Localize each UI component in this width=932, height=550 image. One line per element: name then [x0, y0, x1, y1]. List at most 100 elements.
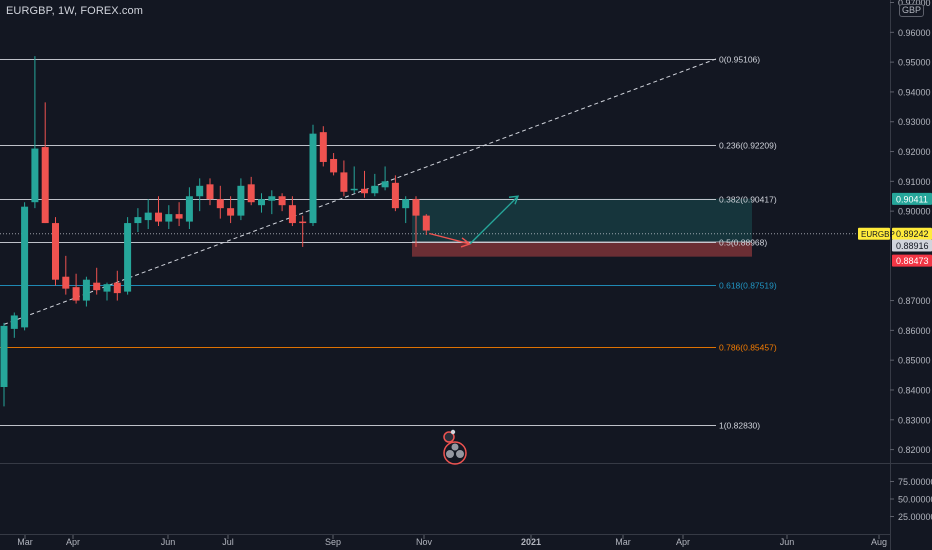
time-tick-label: Aug [871, 537, 887, 547]
fib-level-label: 1(0.82830) [719, 421, 760, 431]
time-tick-label: Jun [161, 537, 176, 547]
candle-body [10, 315, 18, 329]
candle-body [227, 208, 235, 216]
target-price-tag: 0.90411 [892, 192, 932, 205]
candle-body [216, 199, 224, 209]
candle-body [319, 132, 327, 162]
candle-body [361, 188, 368, 194]
price-tick-label: 0.94000 [898, 87, 931, 97]
last-price-tag-label: 0.89242 [896, 229, 929, 239]
event-dot-icon [451, 443, 459, 451]
candle-body [391, 182, 399, 209]
time-tick-label: Mar [17, 537, 33, 547]
time-tick-label: Jun [780, 537, 795, 547]
time-tick-label: Mar [615, 537, 631, 547]
fib-level-label: 0.236(0.92209) [719, 141, 777, 151]
candle-body [155, 212, 162, 222]
target-price-tag-box [892, 192, 932, 205]
candle-body [237, 185, 245, 216]
candle-body [268, 196, 276, 201]
symbol-badge-label: EURGBP [861, 230, 895, 239]
price-axis: 0.970000.960000.950000.940000.930000.920… [890, 0, 932, 522]
candle-body [258, 199, 265, 206]
projection-leg-up [469, 195, 519, 245]
candle-body [206, 184, 214, 200]
candle-body [196, 185, 204, 197]
stop-price-tag: 0.88473 [892, 254, 932, 267]
time-tick-label: Jul [222, 537, 234, 547]
event-dot-icon [456, 450, 464, 458]
time-tick-label: Nov [416, 537, 433, 547]
indicator-tick-label: 75.00000 [898, 477, 932, 487]
long-position-tool [412, 198, 752, 257]
candle-body [175, 214, 183, 219]
projection-path [429, 195, 520, 248]
price-tick-label: 0.95000 [898, 58, 931, 68]
candle-body [330, 158, 338, 173]
symbol-badge-box [858, 227, 890, 240]
entry-price-tag-label: 0.88916 [896, 241, 929, 251]
price-tick-label: 0.83000 [898, 415, 931, 425]
candle-body [278, 196, 286, 206]
symbol-title: EURGBP, 1W, FOREX.com [6, 5, 143, 17]
candle-body [21, 206, 29, 328]
candle-body [185, 196, 193, 222]
candle-body [309, 133, 317, 224]
currency-badge[interactable]: GBP [898, 4, 924, 17]
trend-line [3, 58, 717, 325]
event-group-icon [443, 441, 467, 465]
candles [0, 56, 430, 407]
candle-body [113, 282, 121, 294]
candle-body [299, 221, 307, 224]
last-price-tag: 0.89242 [892, 227, 932, 240]
stop-zone [412, 241, 752, 257]
entry-price-tag-box [892, 239, 932, 252]
target-zone [412, 198, 752, 242]
indicator-tick-label: 25.00000 [898, 512, 932, 522]
candle-body [371, 185, 379, 194]
candle-body [41, 147, 49, 224]
fib-level-label: 0(0.95106) [719, 55, 760, 65]
candle-body [350, 188, 358, 191]
projection-leg-down [429, 232, 471, 245]
candle-body [381, 181, 389, 188]
candle-body [288, 205, 296, 224]
symbol-price-badge: EURGBP [858, 227, 895, 240]
event-dot-icon [446, 450, 454, 458]
price-tick-label: 0.90000 [898, 207, 931, 217]
price-tick-label: 0.91000 [898, 177, 931, 187]
price-tick-label: 0.87000 [898, 296, 931, 306]
price-tick-label: 0.82000 [898, 445, 931, 455]
stop-price-tag-label: 0.88473 [896, 256, 929, 266]
candle-body [134, 217, 142, 224]
candle-body [52, 223, 59, 280]
last-price-tag-box [892, 227, 932, 240]
candle-body [340, 172, 348, 192]
indicator-tick-label: 50.00000 [898, 495, 932, 505]
stop-price-tag-box [892, 254, 932, 267]
candle-body [412, 199, 420, 216]
price-tick-label: 0.93000 [898, 117, 931, 127]
candle-body [72, 287, 80, 301]
price-tick-label: 0.92000 [898, 147, 931, 157]
price-tags: 0.904110.89242EURGBP13:19:120.889160.884… [858, 192, 932, 267]
price-tick-label: 0.96000 [898, 28, 931, 38]
time-axis: Mar Apr Jun Jul Sep Nov 2021 Mar Apr Jun Aug [17, 535, 887, 547]
time-tick-label: Sep [325, 537, 341, 547]
projection-arrowhead-up [508, 195, 520, 205]
price-tick-label: 0.84000 [898, 385, 931, 395]
candle-body [82, 279, 90, 301]
event-badge-icon [450, 429, 456, 435]
candle-body [165, 214, 173, 222]
event-marker-icon [443, 431, 455, 443]
candle-body [124, 223, 132, 292]
event-markers [443, 429, 467, 465]
price-tick-label: 0.86000 [898, 326, 931, 336]
time-tick-label: Apr [676, 537, 690, 547]
candle-body [0, 325, 8, 387]
candle-body [31, 148, 39, 203]
fib-level-label: 0.786(0.85457) [719, 343, 777, 353]
